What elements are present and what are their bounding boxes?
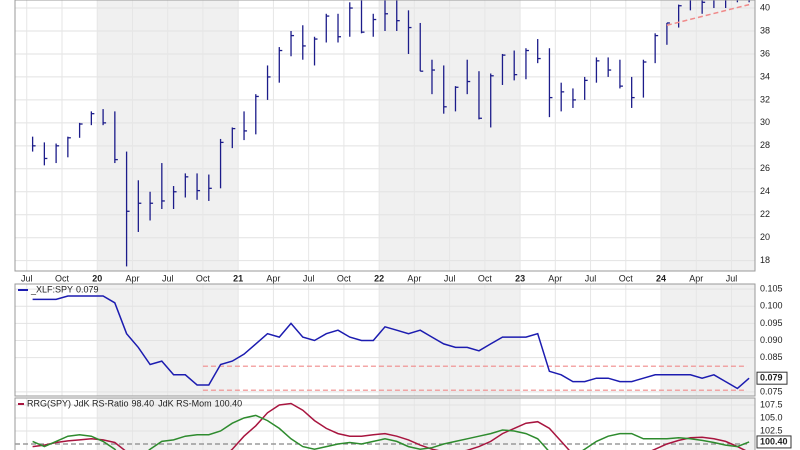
legend-label: JdK RS-Mom — [158, 398, 212, 408]
y-tick-label: 18 — [760, 255, 770, 265]
x-tick-label: Oct — [337, 273, 352, 283]
x-tick-label: Jul — [444, 273, 456, 283]
x-tick-label: 22 — [374, 273, 384, 283]
price-panel — [15, 0, 755, 271]
y-tick-label: 107.5 — [760, 399, 783, 409]
series-line — [32, 402, 747, 450]
y-tick-label: 0.105 — [760, 284, 783, 294]
x-tick-label: Oct — [196, 273, 211, 283]
x-tick-label: Apr — [266, 273, 280, 283]
x-tick-label: Oct — [55, 273, 70, 283]
y-tick-label: 24 — [760, 186, 770, 196]
y-tick-label: 0.075 — [760, 386, 783, 396]
y-tick-label: 40 — [760, 2, 770, 12]
axes: 18 20 22 24 26 28 30 32 34 36 38 40 Jul Oct 20 Apr Jul Oc… — [18, 2, 792, 449]
ratio-frame — [14, 283, 756, 397]
x-tick-label: 20 — [92, 273, 102, 283]
legend-value: 0.079 — [76, 284, 99, 294]
price-frame — [14, 0, 756, 272]
y-tick-label: 38 — [760, 25, 770, 35]
last-value-box — [756, 435, 792, 449]
year-shade — [661, 0, 755, 271]
rrg-panel — [15, 398, 755, 450]
y-tick-label: 105.0 — [760, 412, 783, 422]
x-tick-label: Jul — [162, 273, 174, 283]
last-value-box — [756, 371, 788, 385]
x-tick-label: 21 — [233, 273, 243, 283]
y-tick-label: 0.085 — [760, 352, 783, 362]
y-tick-label: 0.100 — [760, 301, 783, 311]
x-tick-label: Jul — [21, 273, 33, 283]
y-tick-label: 28 — [760, 140, 770, 150]
y-tick-label: 34 — [760, 71, 770, 81]
x-tick-label: Apr — [548, 273, 562, 283]
y-tick-label: 36 — [760, 48, 770, 58]
y-tick-label: 102.5 — [760, 425, 783, 435]
x-tick-label: Apr — [407, 273, 421, 283]
y-tick-label: 0.095 — [760, 318, 783, 328]
year-shade — [661, 284, 755, 396]
x-tick-label: Jul — [303, 273, 315, 283]
series-line — [32, 414, 750, 450]
y-tick-label: 22 — [760, 209, 770, 219]
y-tick-label: 20 — [760, 232, 770, 242]
last-value-label: 0.079 — [760, 373, 783, 383]
y-tick-label: 30 — [760, 117, 770, 127]
legend-label: _XLF:SPY — [30, 284, 73, 294]
legend-label: JdK RS-Ratio — [74, 398, 129, 408]
y-tick-label: 32 — [760, 94, 770, 104]
x-tick-label: 24 — [656, 273, 666, 283]
last-value-label: 100.40 — [760, 436, 788, 446]
x-tick-label: Apr — [125, 273, 139, 283]
y-tick-label: 0.090 — [760, 335, 783, 345]
trendline — [666, 3, 750, 26]
legend-title: RRG(SPY) — [27, 398, 71, 408]
x-tick-label: Oct — [478, 273, 493, 283]
y-tick-label: 26 — [760, 163, 770, 173]
x-tick-label: Jul — [585, 273, 597, 283]
x-tick-label: Jul — [726, 273, 738, 283]
legend-value: 98.40 — [132, 398, 155, 408]
x-tick-label: Oct — [619, 273, 634, 283]
rrg-frame — [14, 397, 756, 450]
x-tick-label: 23 — [515, 273, 525, 283]
legend-value: 100.40 — [215, 398, 243, 408]
ratio-panel — [15, 284, 755, 396]
x-tick-label: Apr — [689, 273, 703, 283]
series-line — [32, 295, 750, 390]
